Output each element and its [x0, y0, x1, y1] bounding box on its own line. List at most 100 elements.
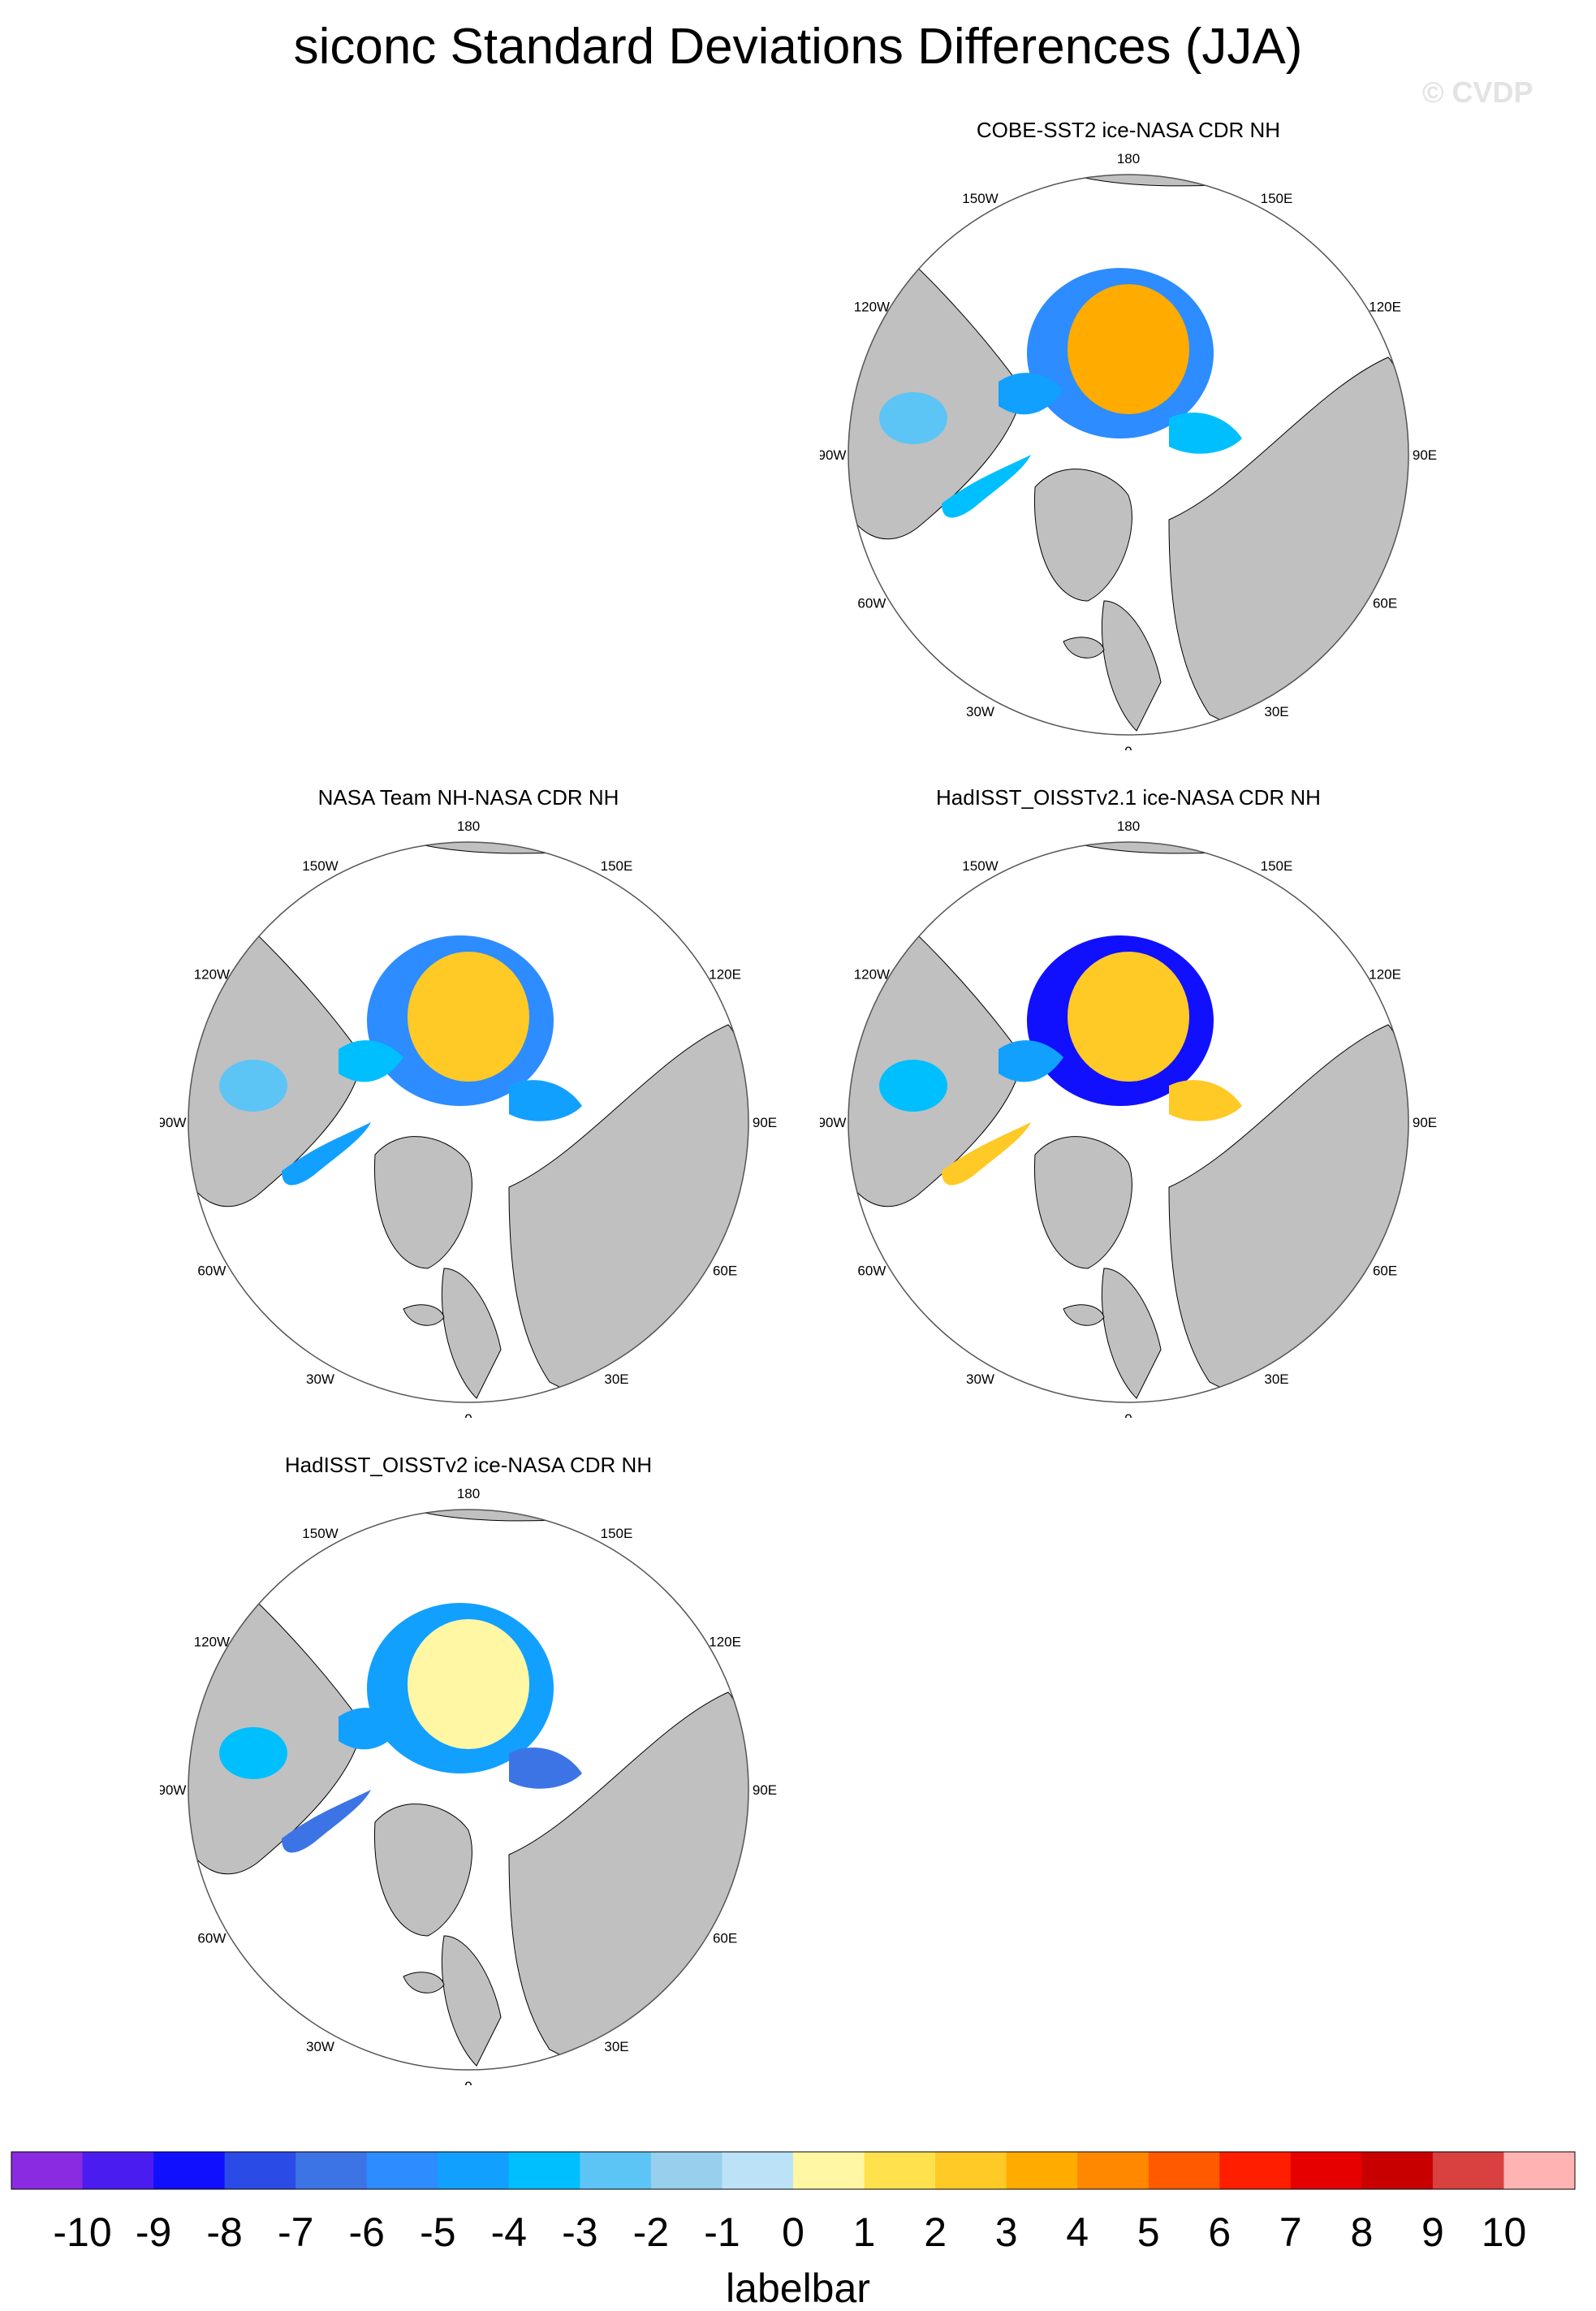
barents-field — [509, 1080, 582, 1121]
longitude-label: 60E — [713, 1931, 737, 1946]
labelbar-tick-label: -4 — [491, 2209, 527, 2255]
polar-map: 180 150E 120E 90E 60E 30E 0 30W 60W 90W 120W 150W — [820, 819, 1437, 1418]
iceland-land — [1063, 1304, 1105, 1326]
longitude-label: 0 — [1124, 1411, 1132, 1418]
scandinavia-land — [441, 1268, 502, 1399]
longitude-label: 30E — [604, 1371, 628, 1387]
labelbar-tick-label: 4 — [1066, 2209, 1089, 2255]
greenland-land — [373, 1136, 472, 1269]
baffin-labrador-field — [942, 1122, 1031, 1186]
longitude-label: 60E — [1373, 596, 1397, 611]
greenland-land — [1033, 469, 1132, 602]
longitude-label: 90W — [160, 1115, 186, 1130]
hudson-bay-field — [879, 1060, 947, 1112]
canadian-archipelago-field — [339, 1040, 403, 1082]
longitude-label: 60W — [197, 1931, 226, 1946]
longitude-label: 180 — [457, 1486, 480, 1501]
scandinavia-land — [1101, 1268, 1162, 1399]
labelbar-frame — [11, 2151, 1576, 2190]
longitude-label: 90E — [1413, 447, 1437, 463]
longitude-label: 90E — [1413, 1115, 1437, 1130]
polar-map: 180 150E 120E 90E 60E 30E 0 30W 60W 90W 120W 150W — [160, 1486, 777, 2085]
labelbar-swatch — [295, 2152, 368, 2189]
labelbar-swatch — [650, 2152, 723, 2189]
labelbar-swatch — [11, 2152, 84, 2189]
longitude-label: 90W — [820, 447, 846, 463]
labelbar-tick-label: -7 — [278, 2209, 313, 2255]
labelbar-swatch — [1219, 2152, 1292, 2189]
longitude-label: 180 — [1117, 819, 1140, 834]
baffin-labrador-field — [282, 1790, 371, 1853]
labelbar: -10 -9 -8 -7 -6 -5 -4 -3 -2 -1 0 1 2 3 4 5 6 7 8 9 10 — [11, 2151, 1576, 2255]
longitude-label: 120E — [1369, 300, 1401, 315]
labelbar-swatch — [580, 2152, 652, 2189]
labelbar-tick-label: 5 — [1137, 2209, 1160, 2255]
longitude-label: 120E — [1369, 967, 1401, 983]
longitude-label: 120E — [709, 967, 741, 983]
labelbar-tick-label: -2 — [633, 2209, 669, 2255]
longitude-label: 150W — [962, 191, 998, 206]
scandinavia-land — [441, 1935, 502, 2067]
longitude-label: 30W — [306, 2039, 334, 2054]
longitude-label: 120E — [709, 1635, 741, 1650]
iceland-land — [403, 1304, 445, 1326]
labelbar-swatch — [1006, 2152, 1078, 2189]
canadian-archipelago-field — [339, 1708, 403, 1750]
labelbar-swatch — [935, 2152, 1007, 2189]
labelbar-swatch — [1148, 2152, 1220, 2189]
figure-title: siconc Standard Deviations Differences (… — [293, 19, 1303, 75]
canadian-archipelago-field — [999, 373, 1063, 415]
longitude-label: 150W — [302, 1526, 338, 1541]
longitude-label: 120W — [194, 967, 230, 983]
scandinavia-land — [1101, 600, 1162, 732]
hudson-bay-field — [879, 392, 947, 444]
barents-field — [1169, 1080, 1242, 1121]
longitude-label: 0 — [464, 1411, 472, 1418]
labelbar-swatch — [1432, 2152, 1504, 2189]
longitude-label: 60W — [857, 596, 886, 611]
map-outline — [848, 841, 1409, 1403]
longitude-label: 90W — [160, 1782, 186, 1798]
longitude-label: 90E — [753, 1782, 777, 1798]
labelbar-swatch — [1361, 2152, 1434, 2189]
labelbar-swatch — [793, 2152, 865, 2189]
longitude-label: 150E — [601, 858, 633, 874]
labelbar-tick-label: 7 — [1279, 2209, 1302, 2255]
map-outline — [188, 1509, 749, 2071]
barents-field — [509, 1747, 582, 1789]
labelbar-swatch — [1290, 2152, 1362, 2189]
greenland-land — [1033, 1136, 1132, 1269]
panel-title: HadISST_OISSTv2.1 ice-NASA CDR NH — [936, 785, 1321, 810]
labelbar-swatch — [508, 2152, 580, 2189]
longitude-label: 90W — [820, 1115, 846, 1130]
labelbar-tick-label: 2 — [924, 2209, 947, 2255]
panel-nasa-team: NASA Team NH-NASA CDR NH 180 150E 120E 90E 6… — [160, 784, 777, 1418]
labelbar-tick-label: -5 — [420, 2209, 455, 2255]
longitude-label: 60W — [197, 1263, 226, 1279]
longitude-label: 30W — [306, 1371, 334, 1387]
longitude-label: 60W — [857, 1263, 886, 1279]
labelbar-swatch — [1503, 2152, 1576, 2189]
greenland-land — [373, 1803, 472, 1937]
labelbar-tick-label: 6 — [1208, 2209, 1231, 2255]
barents-field — [1169, 413, 1242, 454]
longitude-label: 30E — [604, 2039, 628, 2054]
longitude-label: 90E — [753, 1115, 777, 1130]
map-outline — [188, 841, 749, 1403]
canadian-archipelago-field — [999, 1040, 1063, 1082]
labelbar-tick-label: 10 — [1482, 2209, 1527, 2255]
labelbar-swatch — [864, 2152, 936, 2189]
panel-title: COBE-SST2 ice-NASA CDR NH — [976, 118, 1281, 142]
longitude-label: 30W — [966, 704, 994, 719]
ice-center-field — [408, 952, 529, 1082]
longitude-label: 150E — [1261, 191, 1293, 206]
longitude-label: 30E — [1264, 704, 1288, 719]
longitude-label: 180 — [457, 819, 480, 834]
polar-map: 180 150E 120E 90E 60E 30E 0 30W 60W 90W 120W 150W — [160, 819, 777, 1418]
map-outline — [848, 174, 1409, 736]
longitude-label: 150E — [601, 1526, 633, 1541]
labelbar-tick-label: 0 — [782, 2209, 804, 2255]
panel-title: HadISST_OISSTv2 ice-NASA CDR NH — [284, 1453, 653, 1477]
longitude-label: 150E — [1261, 858, 1293, 874]
labelbar-tick-label: -3 — [562, 2209, 597, 2255]
